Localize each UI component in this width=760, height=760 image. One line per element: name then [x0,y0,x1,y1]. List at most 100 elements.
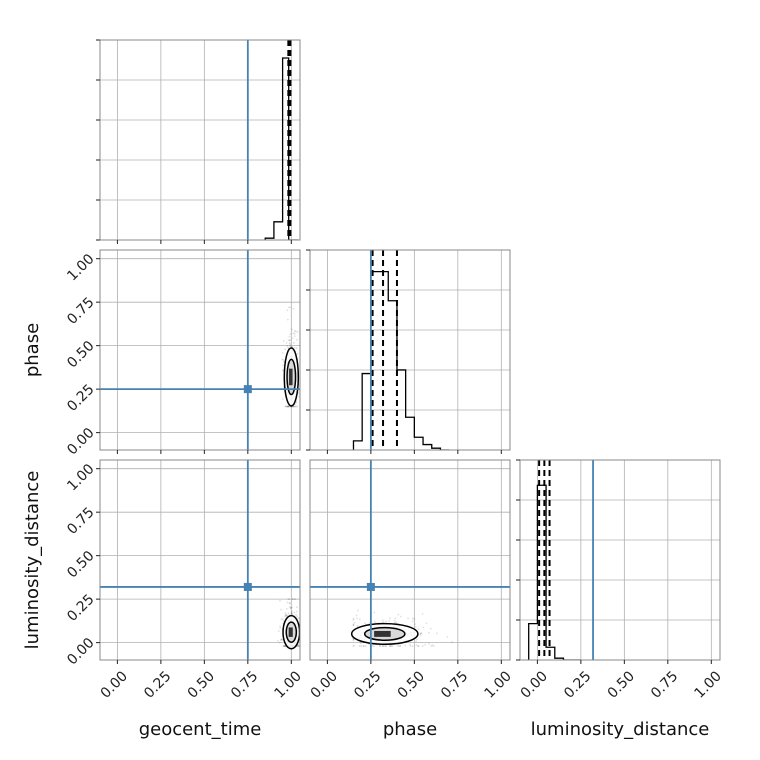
y-axis-label-phase: phase [22,323,43,377]
panel-luminosity_distance-vs-geocent_time: 0.00 0.25 0.50 0.75 1.00 geocent_time 0.00 0.25… [22,459,305,740]
sample-point [422,626,425,629]
sample-point [279,639,282,642]
sample-point [297,617,300,620]
sample-point [280,618,283,621]
sample-point [421,645,424,647]
sample-point [388,617,391,620]
sample-point [390,645,393,647]
sample-point [286,405,289,408]
sample-point [429,627,432,630]
sample-point [296,606,298,609]
sample-point [289,602,291,604]
x-axis-label-luminosity_distance: luminosity_distance [531,719,710,740]
y-tick-label: 1.00 [64,251,97,284]
sample-point [297,645,300,647]
sample-point [286,601,289,604]
sample-point [397,613,400,616]
sample-point [295,401,298,404]
y-tick-label: 0.50 [64,548,97,581]
sample-point [417,645,419,647]
sample-point [278,641,281,644]
panel-geocent_time-vs-geocent_time [96,39,301,244]
x-tick-label: 0.25 [141,668,174,701]
sample-point [364,645,367,647]
sample-point [279,625,282,628]
sample-point [281,358,284,361]
y-tick-label: 0.00 [64,635,97,668]
sample-point [282,645,285,647]
sample-point [280,638,283,641]
panel-frame [309,249,511,451]
sample-point [414,625,417,628]
sample-point [282,364,284,367]
sample-point [424,643,427,646]
sample-point [393,619,396,622]
sample-point [428,631,430,634]
sample-point [293,405,296,408]
sample-point [425,622,428,625]
histogram-luminosity_distance [528,484,581,660]
x-tick-label: 0.75 [648,668,681,701]
sample-point [379,644,381,647]
sample-point [293,347,296,349]
sample-point [287,405,290,408]
sample-point [281,352,284,354]
sample-point [362,645,365,647]
sample-point [289,607,292,609]
sample-point [357,609,359,612]
sample-point [352,617,355,620]
sample-point [289,338,291,341]
sample-point [288,405,290,408]
sample-point [293,598,296,601]
sample-point [399,645,402,647]
density-peak [374,630,391,637]
x-tick-label: 0.50 [395,668,428,701]
panel-content [310,460,510,660]
sample-point [289,343,292,346]
sample-point [281,638,284,641]
sample-point [373,645,375,647]
sample-point [286,405,289,408]
sample-point [281,369,284,372]
sample-point [292,307,295,310]
sample-point [292,341,295,344]
sample-point [281,398,284,400]
sample-point [287,405,290,408]
sample-point [381,619,384,621]
sample-point [384,645,387,647]
sample-point [291,606,293,609]
sample-point [352,644,355,647]
sample-point [295,613,298,616]
histogram-geocent_time [264,57,299,240]
sample-point [394,617,397,620]
sample-point [414,623,416,626]
panel-content [352,250,450,450]
sample-point [288,602,291,605]
panel-frame [99,459,301,661]
x-tick-label: 0.50 [605,668,638,701]
sample-point [411,645,414,647]
x-tick-label: 0.25 [351,668,384,701]
y-axis-label-luminosity_distance: luminosity_distance [22,471,43,650]
sample-point [409,645,412,647]
sample-point [381,645,384,647]
sample-point [282,340,285,342]
sample-point [420,632,423,635]
sample-point [362,645,365,647]
sample-point [352,639,355,642]
sample-point [419,632,422,635]
sample-point [356,624,359,627]
sample-point [291,610,293,613]
y-tick-label: 0.25 [64,381,97,414]
truth-marker [243,582,252,591]
sample-point [409,643,411,646]
sample-point [282,645,285,647]
sample-point [286,309,289,312]
sample-point [285,613,287,616]
x-axis-label-geocent_time: geocent_time [139,719,262,740]
sample-point [296,352,299,355]
sample-point [293,330,296,332]
sample-point [419,632,422,635]
sample-point [373,620,376,623]
sample-point [382,621,385,624]
